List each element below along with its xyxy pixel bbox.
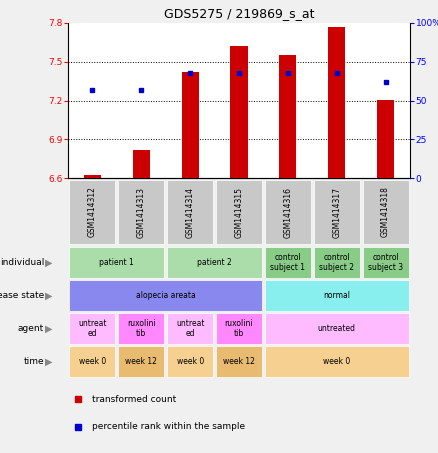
Text: GDS5275 / 219869_s_at: GDS5275 / 219869_s_at	[164, 8, 314, 20]
Bar	[216, 313, 262, 344]
Bar	[328, 27, 345, 178]
Bar	[314, 180, 360, 244]
Bar	[70, 247, 164, 278]
Bar	[118, 347, 164, 377]
Bar	[265, 280, 409, 311]
Bar	[216, 180, 262, 244]
Bar	[167, 247, 262, 278]
Text: week 0: week 0	[323, 357, 350, 366]
Bar	[70, 280, 262, 311]
Text: individual: individual	[0, 258, 44, 267]
Text: normal: normal	[323, 291, 350, 300]
Bar	[167, 180, 213, 244]
Text: GSM1414317: GSM1414317	[332, 187, 341, 237]
Bar	[377, 101, 394, 178]
Bar	[70, 313, 115, 344]
Text: ▶: ▶	[45, 290, 53, 300]
Bar	[84, 175, 101, 178]
Text: ▶: ▶	[45, 323, 53, 333]
Text: control
subject 2: control subject 2	[319, 253, 354, 272]
Text: GSM1414313: GSM1414313	[137, 187, 146, 237]
Text: percentile rank within the sample: percentile rank within the sample	[92, 422, 245, 431]
Bar	[265, 347, 409, 377]
Bar	[265, 247, 311, 278]
Bar	[118, 313, 164, 344]
Text: untreat
ed: untreat ed	[78, 319, 107, 338]
Text: transformed count: transformed count	[92, 395, 176, 404]
Bar	[265, 180, 311, 244]
Bar	[167, 313, 213, 344]
Bar	[70, 347, 115, 377]
Text: untreated: untreated	[318, 324, 356, 333]
Text: ruxolini
tib: ruxolini tib	[127, 319, 155, 338]
Text: GSM1414314: GSM1414314	[186, 187, 194, 237]
Text: disease state: disease state	[0, 291, 44, 300]
Text: ▶: ▶	[45, 357, 53, 366]
Text: ruxolini
tib: ruxolini tib	[225, 319, 253, 338]
Text: week 0: week 0	[79, 357, 106, 366]
Bar	[265, 313, 409, 344]
Bar	[314, 247, 360, 278]
Bar	[363, 247, 409, 278]
Text: agent: agent	[18, 324, 44, 333]
Text: GSM1414315: GSM1414315	[234, 187, 244, 237]
Text: GSM1414316: GSM1414316	[283, 187, 292, 237]
Bar	[363, 180, 409, 244]
Bar	[279, 55, 297, 178]
Text: week 12: week 12	[125, 357, 157, 366]
Bar	[167, 347, 213, 377]
Text: control
subject 3: control subject 3	[368, 253, 403, 272]
Text: alopecia areata: alopecia areata	[136, 291, 196, 300]
Text: week 0: week 0	[177, 357, 204, 366]
Bar	[133, 149, 150, 178]
Text: GSM1414318: GSM1414318	[381, 187, 390, 237]
Bar	[216, 347, 262, 377]
Bar	[230, 46, 247, 178]
Bar	[182, 72, 199, 178]
Text: control
subject 1: control subject 1	[270, 253, 305, 272]
Text: untreat
ed: untreat ed	[176, 319, 205, 338]
Text: GSM1414312: GSM1414312	[88, 187, 97, 237]
Bar	[118, 180, 164, 244]
Bar	[70, 180, 115, 244]
Text: week 12: week 12	[223, 357, 255, 366]
Text: patient 1: patient 1	[99, 258, 134, 267]
Text: ▶: ▶	[45, 257, 53, 268]
Text: patient 2: patient 2	[197, 258, 232, 267]
Text: time: time	[24, 357, 44, 366]
